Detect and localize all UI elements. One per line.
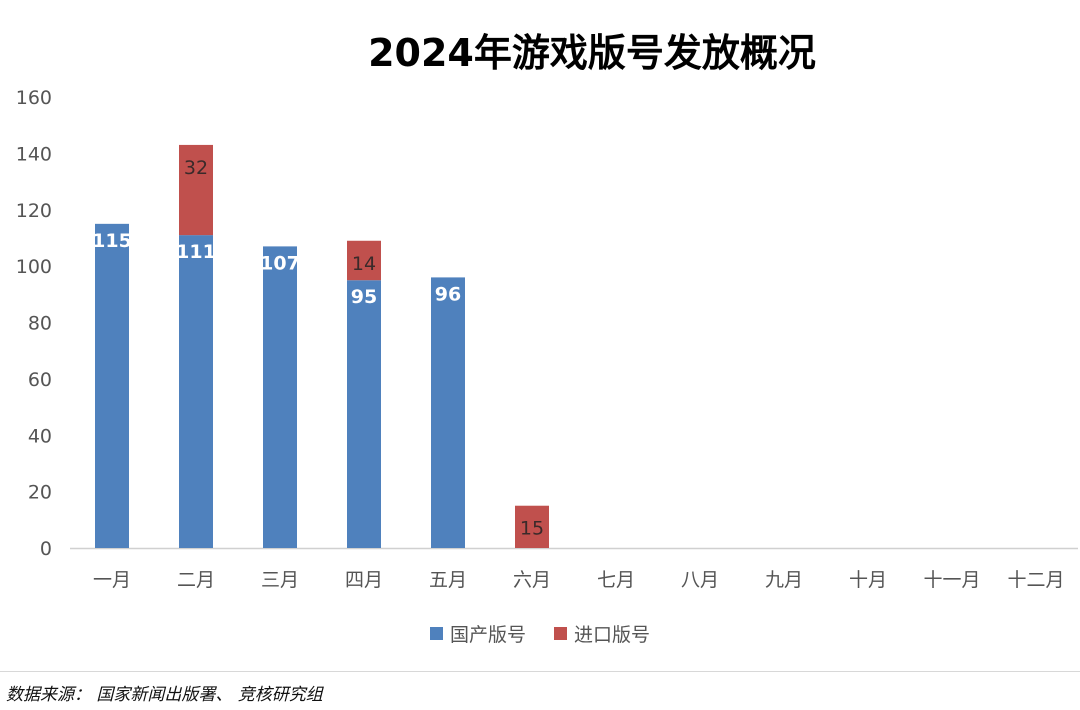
x-tick-label: 十一月 bbox=[923, 569, 980, 591]
x-tick-label: 七月 bbox=[597, 569, 635, 591]
bar-domestic bbox=[179, 235, 213, 548]
data-label: 95 bbox=[351, 286, 377, 308]
x-tick-label: 五月 bbox=[429, 569, 467, 591]
data-label: 15 bbox=[520, 518, 544, 540]
legend-label: 进口版号 bbox=[574, 624, 650, 646]
x-tick-label: 一月 bbox=[93, 569, 131, 591]
data-label: 115 bbox=[92, 230, 132, 252]
x-tick-label: 二月 bbox=[177, 569, 215, 591]
data-label: 96 bbox=[435, 283, 461, 305]
data-label: 111 bbox=[176, 241, 216, 263]
y-tick-label: 140 bbox=[16, 143, 52, 165]
bar-domestic bbox=[95, 223, 129, 548]
data-label: 14 bbox=[352, 253, 376, 275]
y-tick-label: 100 bbox=[16, 256, 52, 278]
x-tick-label: 六月 bbox=[513, 569, 551, 591]
bar-domestic bbox=[431, 277, 465, 548]
data-label: 32 bbox=[184, 157, 208, 179]
bar-import bbox=[347, 240, 381, 281]
bar-import bbox=[179, 144, 213, 236]
bar-import bbox=[515, 505, 549, 548]
y-tick-label: 80 bbox=[28, 313, 52, 335]
stacked-bar-chart: 2024年游戏版号发放概况 0 20 40 60 80 100 120 140 160 一月 115 二… bbox=[16, 31, 1078, 646]
x-tick-label: 四月 bbox=[345, 569, 383, 591]
legend-label: 国产版号 bbox=[450, 624, 526, 646]
y-tick-label: 120 bbox=[16, 200, 52, 222]
chart-title: 2024年游戏版号发放概况 bbox=[368, 31, 816, 75]
x-tick-label: 十二月 bbox=[1007, 569, 1064, 591]
y-tick-label: 20 bbox=[28, 482, 52, 504]
y-tick-label: 0 bbox=[40, 538, 52, 560]
x-tick-label: 八月 bbox=[681, 569, 719, 591]
footer-divider bbox=[0, 671, 1080, 672]
x-tick-label: 十月 bbox=[849, 569, 887, 591]
bar-domestic bbox=[263, 246, 297, 549]
data-label: 107 bbox=[260, 252, 300, 274]
y-tick-label: 160 bbox=[16, 87, 52, 109]
x-tick-label: 九月 bbox=[765, 569, 803, 591]
legend-swatch bbox=[554, 627, 567, 640]
legend-swatch bbox=[430, 627, 443, 640]
y-tick-label: 60 bbox=[28, 369, 52, 391]
x-tick-label: 三月 bbox=[261, 569, 299, 591]
bar-domestic bbox=[347, 280, 381, 548]
y-tick-label: 40 bbox=[28, 425, 52, 447]
data-source-note: 数据来源： 国家新闻出版署、 竞核研究组 bbox=[6, 685, 323, 705]
